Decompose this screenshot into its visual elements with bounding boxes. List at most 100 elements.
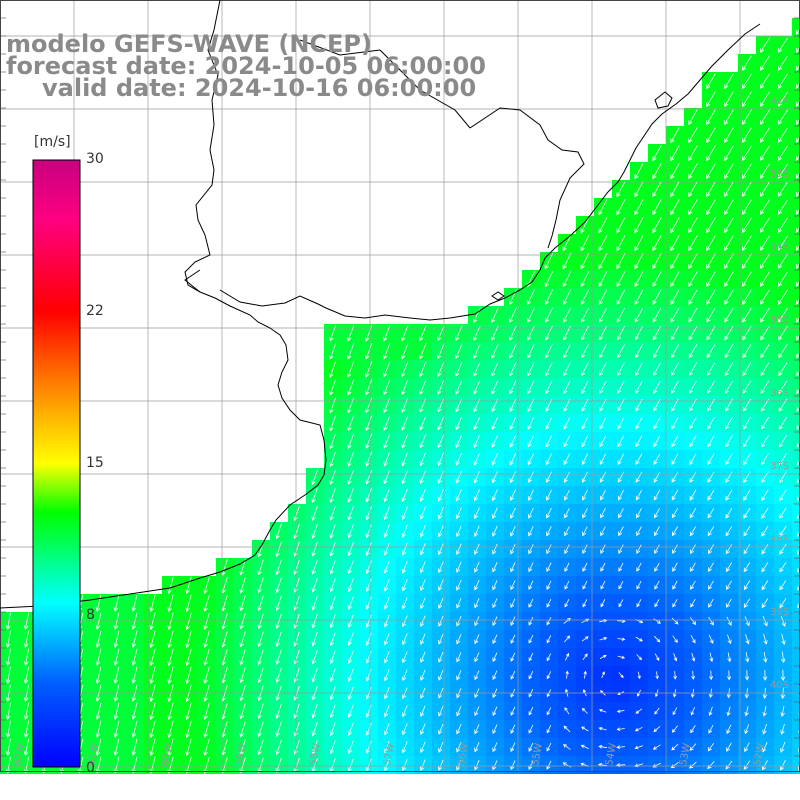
wind-arrow xyxy=(95,738,102,756)
wind-arrow xyxy=(528,580,534,591)
wind-arrow xyxy=(510,525,516,537)
wind-arrow xyxy=(724,163,734,180)
wind-arrow xyxy=(635,344,643,359)
wind-arrow xyxy=(743,544,751,555)
wind-arrow xyxy=(257,739,264,756)
wind-arrow xyxy=(401,705,408,718)
wind-arrow xyxy=(706,289,716,305)
wind-arrow xyxy=(347,560,354,575)
wind-arrow xyxy=(689,489,697,501)
wind-arrow xyxy=(275,631,282,647)
wind-arrow xyxy=(456,670,462,681)
wind-speed-cell xyxy=(792,720,800,738)
wind-arrow xyxy=(778,325,788,341)
wind-arrow xyxy=(365,470,372,485)
wind-arrow xyxy=(599,326,607,341)
wind-arrow xyxy=(778,453,787,466)
wind-arrow xyxy=(419,759,426,772)
wind-arrow xyxy=(437,470,444,484)
wind-arrow xyxy=(742,145,752,162)
wind-arrow xyxy=(510,706,516,716)
wind-speed-cell xyxy=(792,324,800,342)
wind-arrow xyxy=(617,417,625,430)
wind-arrow xyxy=(456,706,462,717)
wind-arrow xyxy=(437,379,445,395)
wind-arrow xyxy=(762,723,767,735)
wind-arrow xyxy=(329,523,336,539)
wind-arrow xyxy=(599,344,607,359)
wind-arrow xyxy=(690,580,696,590)
wind-arrow xyxy=(455,452,462,466)
wind-arrow xyxy=(329,505,336,521)
wind-speed-cell xyxy=(792,216,800,234)
wind-arrow xyxy=(510,634,516,644)
wind-arrow xyxy=(743,489,751,501)
wind-arrow xyxy=(759,109,770,126)
wind-arrow xyxy=(455,416,463,431)
wind-arrow xyxy=(113,738,120,756)
wind-arrow xyxy=(526,307,535,323)
lon-tick-label: 58W xyxy=(308,742,323,766)
wind-speed-cell xyxy=(792,396,800,414)
wind-arrow xyxy=(795,45,800,53)
wind-arrow xyxy=(759,271,770,288)
wind-arrow xyxy=(546,742,552,752)
wind-speed-cell xyxy=(792,576,800,594)
wind-arrow xyxy=(744,742,750,753)
wind-arrow xyxy=(744,616,750,627)
wind-arrow xyxy=(420,615,426,628)
wind-arrow xyxy=(401,470,408,485)
wind-arrow xyxy=(742,235,752,252)
wind-arrow xyxy=(564,508,570,519)
model-title: modelo GEFS-WAVE (NCEP) xyxy=(6,30,372,58)
wind-arrow xyxy=(708,598,714,608)
wind-arrow xyxy=(652,253,662,270)
wind-arrow xyxy=(670,181,680,198)
wind-arrow xyxy=(725,562,733,573)
wind-arrow xyxy=(329,578,336,593)
wind-arrow xyxy=(652,181,662,198)
wind-arrow xyxy=(491,471,498,484)
wind-arrow xyxy=(742,163,752,180)
wind-arrow xyxy=(671,435,679,448)
wind-arrow xyxy=(527,362,535,377)
wind-arrow xyxy=(545,453,553,466)
wind-arrow xyxy=(583,670,587,679)
wind-arrow xyxy=(616,235,626,252)
wind-arrow xyxy=(582,508,588,519)
wind-arrow xyxy=(635,471,643,483)
wind-arrow xyxy=(565,652,570,661)
wind-arrow xyxy=(131,720,138,738)
wind-arrow xyxy=(599,655,607,659)
wind-arrow xyxy=(383,578,390,592)
wind-arrow xyxy=(474,616,480,627)
wind-arrow xyxy=(759,235,770,252)
wind-arrow xyxy=(797,549,800,555)
wind-arrow xyxy=(257,703,264,720)
wind-arrow xyxy=(528,598,534,608)
wind-arrow xyxy=(401,759,408,772)
wind-arrow xyxy=(763,633,768,645)
wind-arrow xyxy=(724,362,734,377)
wind-arrow xyxy=(690,562,696,572)
wind-arrow xyxy=(726,742,732,752)
wind-arrow xyxy=(491,434,499,448)
wind-arrow xyxy=(329,704,336,719)
wind-arrow xyxy=(402,669,408,682)
wind-arrow xyxy=(689,507,697,519)
wind-arrow xyxy=(724,91,734,108)
wind-arrow xyxy=(257,559,264,576)
wind-arrow xyxy=(690,635,696,644)
wind-arrow xyxy=(778,380,788,394)
wind-arrow xyxy=(311,578,318,593)
wind-arrow xyxy=(564,544,570,555)
wind-arrow xyxy=(239,667,246,684)
wind-arrow xyxy=(275,649,282,665)
lon-tick-label: 53W xyxy=(678,742,693,766)
wind-arrow xyxy=(185,612,192,631)
wind-arrow xyxy=(527,489,534,501)
wind-arrow xyxy=(725,416,733,430)
wind-arrow xyxy=(167,648,174,667)
wind-arrow xyxy=(707,489,715,501)
wind-arrow xyxy=(563,325,571,341)
